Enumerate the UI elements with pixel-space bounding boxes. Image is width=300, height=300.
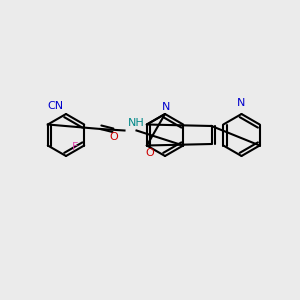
- Text: O: O: [146, 148, 154, 158]
- Text: N: N: [237, 98, 246, 108]
- Text: N: N: [162, 101, 171, 112]
- Text: O: O: [110, 131, 118, 142]
- Text: F: F: [72, 142, 78, 152]
- Text: CN: CN: [47, 101, 64, 111]
- Text: NH: NH: [128, 118, 144, 128]
